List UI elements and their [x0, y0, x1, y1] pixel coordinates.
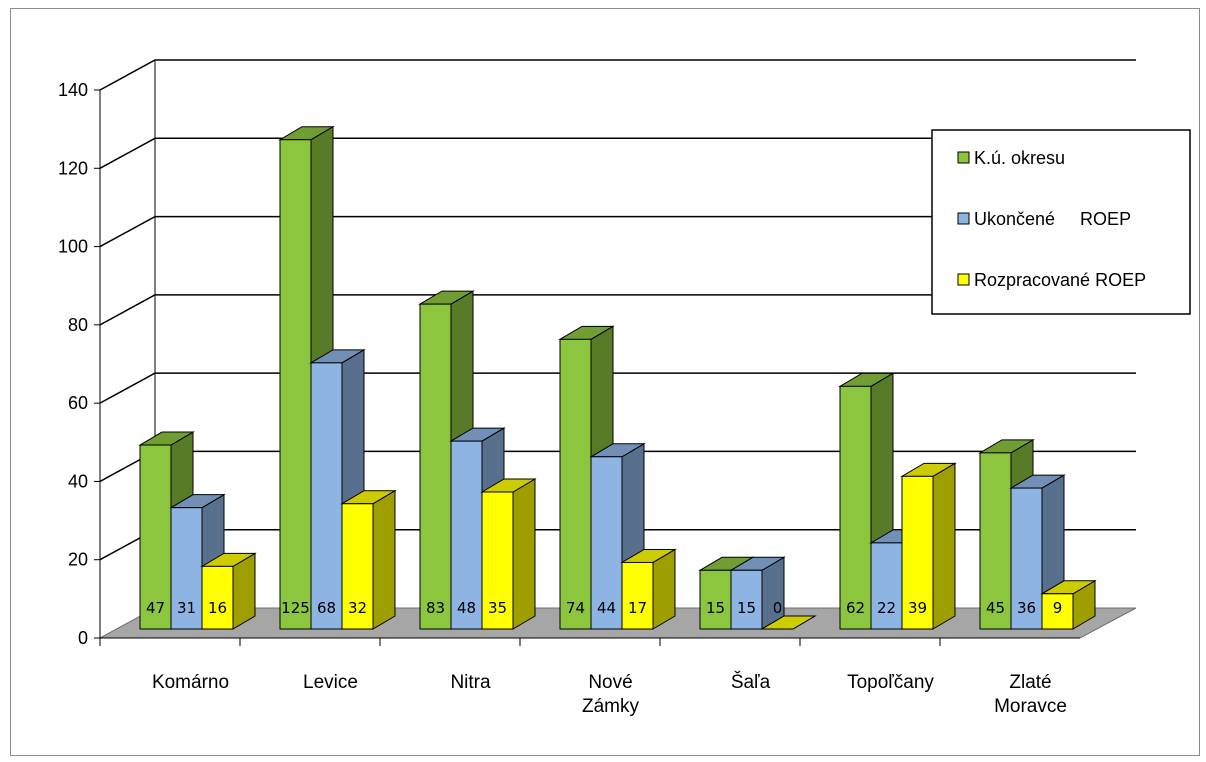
data-label: 125	[281, 599, 310, 617]
bar-front	[901, 475, 934, 630]
x-tick-label: Šaľa	[731, 671, 771, 693]
y-tick-label: 0	[78, 628, 88, 648]
data-label: 45	[986, 599, 1005, 617]
data-label: 68	[317, 599, 336, 617]
y-tick-label: 140	[58, 80, 88, 100]
data-label: 35	[488, 599, 507, 617]
x-tick-label: Levice	[303, 672, 358, 693]
bar-side	[652, 548, 676, 630]
bar-side	[372, 489, 396, 630]
data-label: 62	[846, 599, 865, 617]
x-axis-labels: Komárno Levice Nitra Nové Zámky Šaľa Topoľčany…	[152, 671, 1067, 717]
bar-front	[979, 452, 1012, 630]
bar: 32	[340, 489, 397, 630]
data-label: 48	[457, 599, 476, 617]
x-tick-label-line: Zlaté	[1009, 672, 1051, 693]
data-label: 36	[1017, 599, 1036, 617]
bar: 35	[480, 478, 537, 630]
y-tick-label: 80	[68, 315, 88, 335]
legend-box	[931, 129, 1191, 315]
x-tick-label-line: Moravce	[994, 696, 1067, 717]
y-tick-label: 100	[58, 237, 88, 257]
bar-front	[559, 338, 592, 630]
legend-label: Ukončené ROEP	[974, 209, 1131, 229]
legend-label: K.ú. okresu	[974, 148, 1065, 168]
legend-label: Rozpracované ROEP	[974, 270, 1146, 290]
x-tick-label-line: Nové	[588, 672, 632, 693]
y-axis: 0 20 40 60 80 100 120 140	[58, 80, 1080, 648]
legend-swatch	[957, 273, 970, 286]
bar-front	[1010, 487, 1043, 630]
legend: K.ú. okresu Ukončené ROEP Rozpracované ROE…	[931, 129, 1191, 315]
bar-front	[1041, 593, 1074, 630]
bar-side	[512, 478, 536, 630]
bar-front	[341, 503, 374, 630]
bars: 47 31 16 125 68 32 83 48 35 74 44 17 15 15 0 62 22 39 45 36…	[138, 125, 1097, 630]
bar-front	[170, 507, 203, 630]
bar-front	[590, 456, 623, 630]
bar: 39	[900, 462, 957, 630]
data-label: 47	[146, 599, 165, 617]
bar: 15	[729, 556, 786, 630]
bar: 0	[760, 599, 817, 630]
data-label: 83	[426, 599, 445, 617]
bar-side	[932, 462, 956, 630]
y-tick-label: 20	[68, 550, 88, 570]
data-label: 15	[737, 599, 756, 617]
gridlines	[99, 59, 1136, 608]
data-label: 9	[1053, 599, 1063, 617]
bar-front	[481, 491, 514, 630]
bar-front	[839, 385, 872, 630]
gridline	[99, 372, 1136, 404]
bar: 17	[620, 548, 677, 630]
data-label: 31	[177, 599, 196, 617]
y-tick-label: 120	[58, 158, 88, 178]
data-label: 22	[877, 599, 896, 617]
x-tick-label-line: Zámky	[582, 696, 640, 717]
bar-front	[621, 561, 654, 630]
legend-swatch	[957, 151, 970, 164]
bar-front	[201, 565, 234, 630]
data-label: 0	[773, 599, 783, 617]
bar-top	[760, 615, 817, 630]
data-label: 39	[908, 599, 927, 617]
bar-front	[279, 139, 312, 630]
y-tick-label: 40	[68, 471, 88, 491]
data-label: 44	[597, 599, 616, 617]
data-label: 74	[566, 599, 585, 617]
x-tick-label: Nové Zámky	[582, 672, 640, 717]
data-label: 16	[208, 599, 227, 617]
bar: 9	[1040, 579, 1097, 630]
bar: 16	[200, 552, 257, 630]
bar-front	[730, 569, 763, 630]
x-tick-label: Topoľčany	[847, 672, 934, 693]
data-label: 17	[628, 599, 647, 617]
gridline	[99, 59, 1136, 91]
y-tick-label: 60	[68, 393, 88, 413]
x-tick-label: Nitra	[450, 672, 491, 693]
bar-front	[419, 303, 452, 630]
data-label: 15	[706, 599, 725, 617]
data-label: 32	[348, 599, 367, 617]
bar-front	[310, 362, 343, 630]
legend-swatch	[957, 212, 970, 225]
x-tick-label: Zlaté Moravce	[994, 672, 1067, 717]
x-tick-label: Komárno	[152, 672, 229, 693]
